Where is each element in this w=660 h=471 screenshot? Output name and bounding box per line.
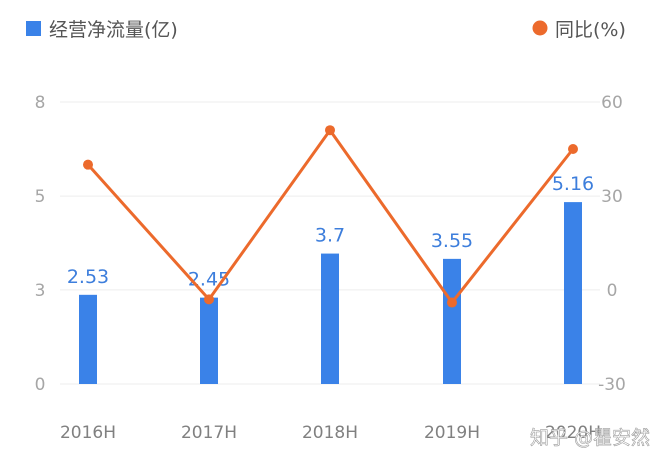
legend-bar-swatch [26,21,41,36]
right-tick-label: 60 [601,93,623,113]
bar-value-label: 3.55 [431,230,473,252]
bar [321,253,339,384]
bar [79,294,97,384]
x-tick-label: 2018H [302,423,358,443]
x-axis-ticks: 2016H 2017H 2018H 2019H 2020H [60,423,601,443]
right-tick-label: -30 [598,375,626,395]
yoy-point [568,144,578,154]
legend: 经营净流量(亿) 同比(%) [26,19,626,41]
bar-value-label: 2.53 [67,266,109,288]
yoy-line-series [83,125,578,308]
x-tick-label: 2016H [60,423,116,443]
left-tick-label: 0 [35,375,46,395]
right-tick-label: 30 [601,187,623,207]
x-tick-label: 2017H [181,423,237,443]
yoy-point [204,294,214,305]
bar [443,258,461,384]
left-tick-label: 3 [35,281,46,301]
legend-line-swatch [532,20,548,36]
legend-line-label: 同比(%) [555,19,626,41]
bar [200,297,218,384]
yoy-point [83,159,93,170]
right-tick-label: 0 [607,281,618,301]
x-tick-label: 2019H [424,423,480,443]
bars [79,202,582,384]
bar-value-label: 3.7 [315,225,345,247]
bar-value-labels: 2.53 2.453.7 3.555.16 [67,173,594,291]
left-tick-label: 8 [35,93,46,113]
watermark: 知乎 @瞿安然 [530,427,650,449]
right-axis-ticks: -30 0 30 60 [598,93,626,395]
yoy-point [447,297,457,308]
yoy-point [325,125,335,136]
left-tick-label: 5 [35,187,46,207]
bar [564,202,582,384]
left-axis-ticks: 0 3 5 8 [35,93,46,395]
bar-value-label: 5.16 [552,173,594,195]
x-tick-label: 2020H [545,423,601,443]
legend-bar-label: 经营净流量(亿) [49,19,178,41]
